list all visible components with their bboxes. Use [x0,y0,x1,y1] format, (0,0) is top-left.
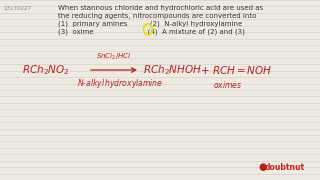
Text: doubtnut: doubtnut [265,163,305,172]
Text: When stannous chloride and hydrochloric acid are used as: When stannous chloride and hydrochloric … [58,5,263,11]
Text: ●: ● [258,162,267,172]
Text: $RCH{=}NOH$: $RCH{=}NOH$ [212,64,272,76]
Text: $oximes$: $oximes$ [213,78,243,89]
Text: the reducing agents, nitrocompounds are converted into: the reducing agents, nitrocompounds are … [58,13,256,19]
Text: $N\text{-}alkyl\,hydroxylamine$: $N\text{-}alkyl\,hydroxylamine$ [77,78,163,91]
Text: (1)  primary amines          (2)  N-alkyl hydroxylamine: (1) primary amines (2) N-alkyl hydroxyla… [58,21,242,27]
Text: $SnCl_2/HCl$: $SnCl_2/HCl$ [96,52,132,62]
Text: $RCh_2NO_2$: $RCh_2NO_2$ [22,63,70,77]
Text: 13170227: 13170227 [3,6,31,11]
Text: $RCh_2NHOH$: $RCh_2NHOH$ [143,63,202,77]
Text: $+$: $+$ [200,64,210,75]
Text: (3)  oxime                        (4)  A mixture of (2) and (3): (3) oxime (4) A mixture of (2) and (3) [58,28,245,35]
